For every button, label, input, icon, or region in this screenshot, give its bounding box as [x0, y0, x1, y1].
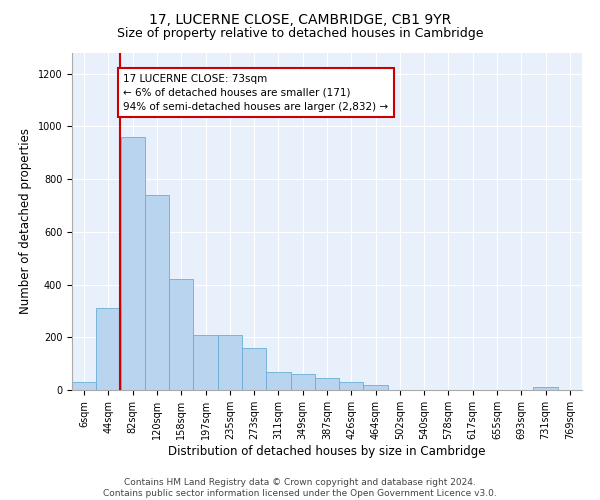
- Text: 17 LUCERNE CLOSE: 73sqm
← 6% of detached houses are smaller (171)
94% of semi-de: 17 LUCERNE CLOSE: 73sqm ← 6% of detached…: [124, 74, 389, 112]
- Text: Size of property relative to detached houses in Cambridge: Size of property relative to detached ho…: [117, 28, 483, 40]
- Bar: [266, 372, 290, 390]
- Text: 17, LUCERNE CLOSE, CAMBRIDGE, CB1 9YR: 17, LUCERNE CLOSE, CAMBRIDGE, CB1 9YR: [149, 12, 451, 26]
- Bar: [218, 334, 242, 390]
- Bar: [339, 382, 364, 390]
- Text: Contains HM Land Registry data © Crown copyright and database right 2024.
Contai: Contains HM Land Registry data © Crown c…: [103, 478, 497, 498]
- Bar: [315, 378, 339, 390]
- Bar: [169, 280, 193, 390]
- Bar: [96, 308, 121, 390]
- Bar: [364, 384, 388, 390]
- Y-axis label: Number of detached properties: Number of detached properties: [19, 128, 32, 314]
- Bar: [121, 137, 145, 390]
- Bar: [242, 348, 266, 390]
- Bar: [193, 334, 218, 390]
- X-axis label: Distribution of detached houses by size in Cambridge: Distribution of detached houses by size …: [168, 444, 486, 458]
- Bar: [533, 388, 558, 390]
- Bar: [72, 382, 96, 390]
- Bar: [290, 374, 315, 390]
- Bar: [145, 195, 169, 390]
